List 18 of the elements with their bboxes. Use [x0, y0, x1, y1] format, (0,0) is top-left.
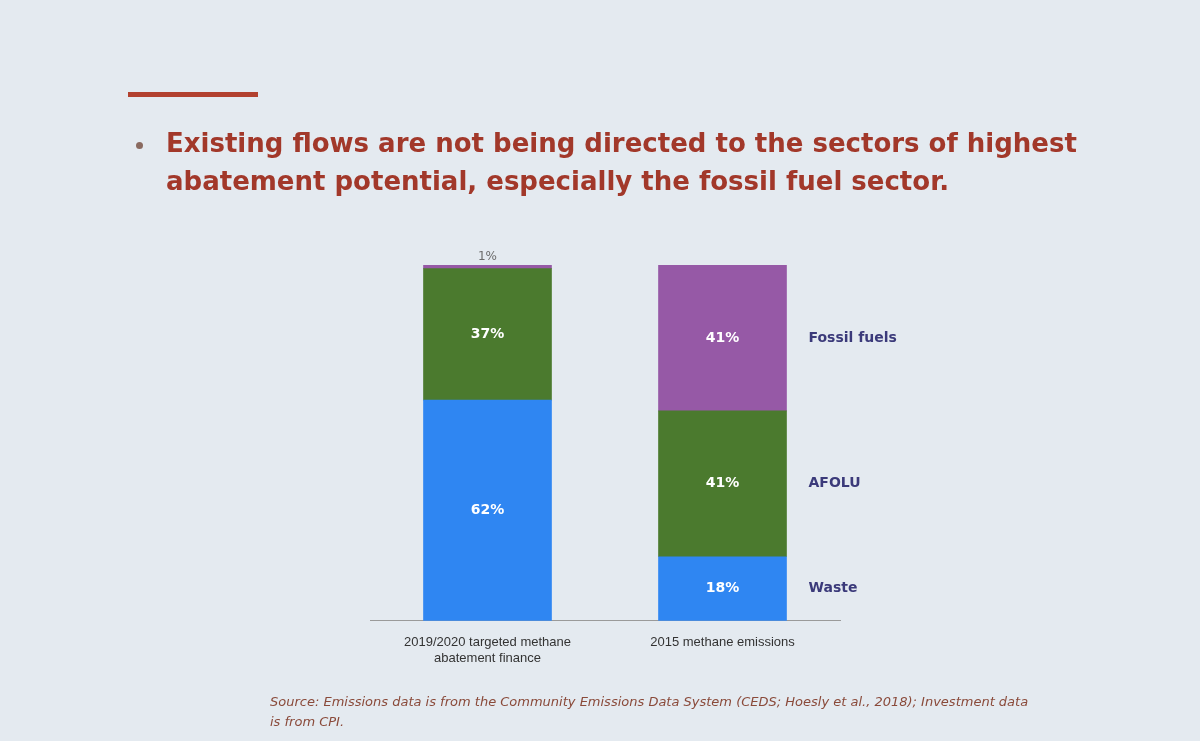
data-label: 41%	[705, 474, 740, 491]
source-note: Source: Emissions data is from the Community Emissions Data System (CEDS; Hoesly et al., 2018); Investment data is from CPI.	[270, 693, 1030, 731]
data-label: 1%	[477, 249, 498, 264]
bar	[658, 265, 787, 412]
series-label: AFOLU	[808, 474, 861, 491]
series-label: Waste	[808, 579, 858, 596]
data-label: 18%	[705, 579, 740, 596]
series-label: Fossil fuels	[808, 328, 897, 345]
chart-title: Existing flows are not being directed to the sectors of highest abatement potential, especially the fossil fuel sector.	[166, 127, 1078, 198]
data-label: 37%	[470, 325, 505, 342]
data-label: 62%	[470, 501, 505, 518]
bar	[423, 399, 552, 621]
bar	[658, 556, 787, 621]
bar	[658, 410, 787, 558]
x-tick-label: 2019/2020 targeted methane abatement finance	[404, 634, 571, 665]
x-tick-label: 2015 methane emissions	[650, 634, 796, 650]
data-label: 41%	[705, 328, 740, 345]
bar	[423, 268, 552, 401]
